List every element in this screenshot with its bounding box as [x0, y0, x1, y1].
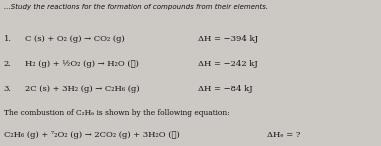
- Text: ΔH = −242 kJ: ΔH = −242 kJ: [198, 60, 258, 68]
- Text: 2.: 2.: [4, 60, 12, 68]
- Text: 1.: 1.: [4, 35, 12, 43]
- Text: ...Study the reactions for the formation of compounds from their elements.: ...Study the reactions for the formation…: [4, 4, 268, 11]
- Text: ΔHₑ = ?: ΔHₑ = ?: [267, 131, 300, 139]
- Text: H₂ (g) + ½O₂ (g) → H₂O (ℓ): H₂ (g) + ½O₂ (g) → H₂O (ℓ): [25, 60, 139, 68]
- Text: C (s) + O₂ (g) → CO₂ (g): C (s) + O₂ (g) → CO₂ (g): [25, 35, 125, 43]
- Text: 3.: 3.: [4, 85, 12, 93]
- Text: C₂H₆ (g) + ⁷₂O₂ (g) → 2CO₂ (g) + 3H₂O (ℓ): C₂H₆ (g) + ⁷₂O₂ (g) → 2CO₂ (g) + 3H₂O (ℓ…: [4, 131, 179, 139]
- Text: ΔH = −84 kJ: ΔH = −84 kJ: [198, 85, 253, 93]
- Text: 2C (s) + 3H₂ (g) → C₂H₆ (g): 2C (s) + 3H₂ (g) → C₂H₆ (g): [25, 85, 139, 93]
- Text: ΔH = −394 kJ: ΔH = −394 kJ: [198, 35, 258, 43]
- Text: The combustion of C₂H₆ is shown by the following equation:: The combustion of C₂H₆ is shown by the f…: [4, 109, 229, 117]
